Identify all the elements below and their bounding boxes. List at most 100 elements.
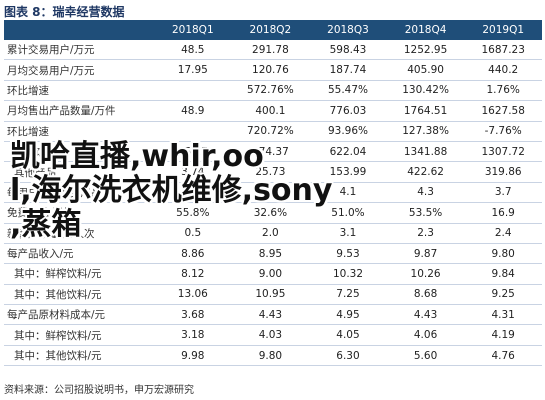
data-table: 2018Q1 2018Q2 2018Q3 2018Q4 2019Q1 累计交易用户/万元…	[4, 20, 542, 367]
table-cell: 4.43	[231, 304, 310, 326]
table-cell: 32.6%	[231, 202, 310, 224]
table-cell: 48.5	[154, 40, 232, 61]
table-cell: 374.37	[231, 141, 310, 163]
table-cell: 8.86	[154, 243, 232, 265]
column-header: 2019Q1	[464, 20, 542, 40]
table-cell: 405.90	[386, 59, 465, 81]
table-cell: 8.12	[154, 263, 232, 285]
table-row: 鲜榨饮品 45.17 374.37 622.04 1341.88 1307.72	[4, 141, 542, 163]
table-cell: 400.1	[231, 100, 310, 122]
table-cell: 3.18	[154, 324, 232, 346]
table-row: 免费产品占比 55.8% 32.6% 51.0% 53.5% 16.9	[4, 202, 542, 224]
column-header: 2018Q3	[309, 20, 387, 40]
table-cell: 45.17	[154, 141, 232, 163]
table-cell: 0.5	[154, 223, 232, 244]
table-cell: 3.74	[154, 161, 232, 183]
table-cell: 2.3	[386, 223, 465, 244]
column-header	[4, 20, 154, 40]
table-cell: 1687.23	[464, 40, 542, 61]
table-cell: 3.1	[309, 223, 387, 244]
table-cell: 2.0	[231, 223, 310, 244]
table-cell: 1627.58	[464, 100, 542, 122]
table-cell: 10.32	[309, 263, 387, 285]
row-label: 月均售出产品数量/万件	[4, 100, 154, 122]
table-cell: 3.68	[154, 304, 232, 326]
table-cell: 776.03	[309, 100, 387, 122]
table-cell: 622.04	[309, 141, 387, 163]
row-label: 其中：鲜榨饮料/元	[4, 263, 154, 285]
row-label: 环比增速	[4, 80, 154, 102]
table-cell: 3.3	[231, 182, 310, 204]
table-row: 其中：其他饮料/元 13.06 10.95 7.25 8.68 9.25	[4, 284, 542, 306]
table-cell: 48.9	[154, 100, 232, 122]
table-row: 每产品收入/元 8.86 8.95 9.53 9.87 9.80	[4, 243, 542, 265]
table-cell: 598.43	[309, 40, 387, 61]
row-label: 其他产品	[4, 161, 154, 183]
table-row: 每产品原材料成本/元 3.68 4.43 4.95 4.43 4.31	[4, 304, 542, 326]
page-title: 图表 8：瑞幸经营数据	[4, 5, 125, 19]
table-cell: 9.00	[231, 263, 310, 285]
table-cell: 2.4	[464, 223, 542, 244]
row-label: 其中：其他饮料/元	[4, 284, 154, 306]
table-cell: 130.42%	[386, 80, 465, 102]
table-cell: 4.05	[309, 324, 387, 346]
table-cell: 17.95	[154, 59, 232, 81]
table-row: 其中：其他饮料/元 9.98 9.80 6.30 5.60 4.76	[4, 345, 542, 367]
row-label: 月均交易用户/万元	[4, 59, 154, 81]
table-cell: 7.25	[309, 284, 387, 306]
table-cell: 9.80	[464, 243, 542, 265]
table-cell	[154, 80, 232, 102]
table-cell: 291.78	[231, 40, 310, 61]
source-note: 资料来源：公司招股说明书，申万宏源研究	[4, 385, 194, 396]
table-cell: -7.76%	[464, 121, 542, 142]
table-cell: 1307.72	[464, 141, 542, 163]
table-cell: 4.76	[464, 345, 542, 367]
table-cell: 4.19	[464, 324, 542, 346]
table-cell: 720.72%	[231, 121, 310, 142]
table-cell	[154, 121, 232, 142]
table-cell: 9.80	[231, 345, 310, 367]
table-cell: 153.99	[309, 161, 387, 183]
column-header: 2018Q4	[386, 20, 465, 40]
row-label: 环比增速	[4, 121, 154, 142]
table-row: 环比增速 572.76% 55.47% 130.42% 1.76%	[4, 80, 542, 102]
table-cell: 9.53	[309, 243, 387, 265]
table-cell: 10.26	[386, 263, 465, 285]
row-label: 每用户每月购买产品	[4, 182, 154, 204]
table-cell: 8.95	[231, 243, 310, 265]
table-cell: 127.38%	[386, 121, 465, 142]
row-label: 新客户数量/万人次	[4, 223, 154, 244]
table-cell: 1764.51	[386, 100, 465, 122]
table-cell: 3.7	[464, 182, 542, 204]
table-cell: 319.86	[464, 161, 542, 183]
table-row: 每用户每月购买产品 2.7 3.3 4.1 4.3 3.7	[4, 182, 542, 204]
table-cell: 6.30	[309, 345, 387, 367]
table-cell: 53.5%	[386, 202, 465, 224]
table-row: 其中：鲜榨饮料/元 8.12 9.00 10.32 10.26 9.84	[4, 263, 542, 285]
row-label: 每产品收入/元	[4, 243, 154, 265]
table-cell: 4.31	[464, 304, 542, 326]
table-cell: 9.84	[464, 263, 542, 285]
column-header: 2018Q2	[231, 20, 310, 40]
table-cell: 120.76	[231, 59, 310, 81]
row-label: 每产品原材料成本/元	[4, 304, 154, 326]
table-row: 其中：鲜榨饮料/元 3.18 4.03 4.05 4.06 4.19	[4, 324, 542, 346]
table-cell: 9.98	[154, 345, 232, 367]
row-label: 免费产品占比	[4, 202, 154, 224]
table-cell: 4.95	[309, 304, 387, 326]
table-cell: 4.43	[386, 304, 465, 326]
table-row: 累计交易用户/万元 48.5 291.78 598.43 1252.95 1687.23	[4, 40, 542, 61]
row-label: 鲜榨饮品	[4, 141, 154, 163]
table-cell: 422.62	[386, 161, 465, 183]
table-header-row: 2018Q1 2018Q2 2018Q3 2018Q4 2019Q1	[4, 20, 542, 40]
table-cell: 55.8%	[154, 202, 232, 224]
row-label: 累计交易用户/万元	[4, 40, 154, 61]
table-cell: 4.03	[231, 324, 310, 346]
table-cell: 25.73	[231, 161, 310, 183]
table-cell: 1341.88	[386, 141, 465, 163]
table-row: 环比增速 720.72% 93.96% 127.38% -7.76%	[4, 121, 542, 142]
table-cell: 9.87	[386, 243, 465, 265]
table-cell: 9.25	[464, 284, 542, 306]
table-cell: 4.1	[309, 182, 387, 204]
table-cell: 55.47%	[309, 80, 387, 102]
